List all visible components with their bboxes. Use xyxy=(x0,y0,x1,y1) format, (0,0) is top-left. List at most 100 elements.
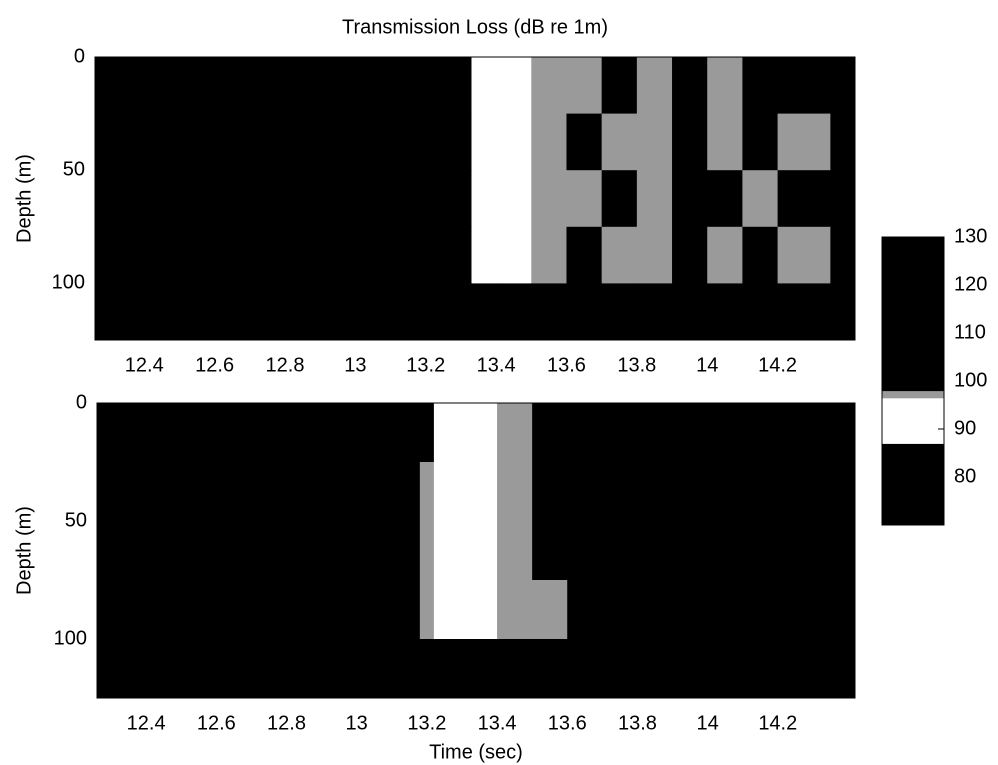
heatmap-cell xyxy=(433,521,463,581)
heatmap-cell xyxy=(830,113,856,171)
heatmap-cell xyxy=(777,57,831,115)
y-tick-label: 0 xyxy=(74,45,85,67)
y-tick-label: 0 xyxy=(76,391,87,413)
x-tick-label: 13 xyxy=(344,354,366,376)
x-tick-label: 12.4 xyxy=(125,354,164,376)
heatmap-cell xyxy=(531,283,567,341)
heatmap-cell xyxy=(636,113,673,171)
heatmap-cell xyxy=(567,521,856,581)
heatmap-cell xyxy=(419,403,435,463)
heatmap-cell xyxy=(496,170,532,228)
heatmap-cell xyxy=(707,57,743,115)
heatmap-cell xyxy=(566,283,603,341)
heatmap-cell xyxy=(567,462,856,522)
heatmap-cell xyxy=(707,170,743,228)
heatmap-cell xyxy=(497,521,533,581)
heatmap-cell xyxy=(532,639,568,699)
heatmap-cell xyxy=(742,283,779,341)
heatmap-cell xyxy=(672,170,708,228)
heatmap-cell xyxy=(777,113,831,171)
colorbar-tick-label: 90 xyxy=(954,417,976,439)
x-tick-label: 13.6 xyxy=(547,354,586,376)
heatmap-cell xyxy=(707,226,743,284)
heatmap-cell xyxy=(95,170,472,228)
heatmap-cell xyxy=(567,580,856,640)
colorbar-tick-label: 110 xyxy=(954,321,986,343)
heatmap-cell xyxy=(95,283,472,341)
heatmap-cell xyxy=(97,403,421,463)
colorbar-tick-label: 130 xyxy=(954,225,987,247)
heatmap-cell xyxy=(471,226,497,284)
heatmap-cell xyxy=(567,639,856,699)
heatmap-cell xyxy=(531,57,567,115)
heatmap-cell xyxy=(636,226,673,284)
heatmap-cell xyxy=(672,57,708,115)
heatmap-cell xyxy=(419,580,435,640)
heatmap-cell xyxy=(461,521,498,581)
x-axis-label: Time (sec) xyxy=(429,741,523,763)
heatmap-cell xyxy=(461,639,498,699)
y-tick-label: 100 xyxy=(54,627,87,649)
heatmap-cell xyxy=(742,113,779,171)
x-tick-label: 13.2 xyxy=(406,354,445,376)
colorbar-segment xyxy=(882,397,944,444)
x-tick-label: 13.4 xyxy=(477,354,516,376)
heatmap-cell xyxy=(532,403,568,463)
y-tick-label: 50 xyxy=(65,509,87,531)
y-axis-label: Depth (m) xyxy=(13,506,35,595)
heatmap-cell xyxy=(672,283,708,341)
heatmap-cell xyxy=(496,57,532,115)
heatmap-cell xyxy=(532,462,568,522)
heatmap-cell xyxy=(742,226,779,284)
heatmap-cell xyxy=(566,170,603,228)
heatmap-cell xyxy=(532,521,568,581)
heatmap-cell xyxy=(707,113,743,171)
heatmap-cell xyxy=(419,462,435,522)
x-tick-label: 14 xyxy=(696,712,718,734)
heatmap-cell xyxy=(601,226,638,284)
heatmap-cell xyxy=(97,580,421,640)
heatmap-cell xyxy=(830,283,856,341)
heatmap-cell xyxy=(566,226,603,284)
heatmap-cell xyxy=(471,170,497,228)
heatmap-cell xyxy=(471,57,497,115)
heatmap-cell xyxy=(672,226,708,284)
heatmap-cell xyxy=(497,403,533,463)
axes-frame xyxy=(96,402,856,699)
heatmap-cell xyxy=(672,113,708,171)
heatmap-cell xyxy=(636,283,673,341)
x-tick-label: 13.8 xyxy=(617,354,656,376)
heatmap-cell xyxy=(601,113,638,171)
x-tick-label: 14 xyxy=(696,354,718,376)
heatmap-cell xyxy=(496,283,532,341)
heatmap-cell xyxy=(471,283,497,341)
x-tick-label: 13.2 xyxy=(407,712,446,734)
heatmap-cell xyxy=(433,403,463,463)
colorbar-segment xyxy=(882,390,944,399)
colorbar-tick-label: 80 xyxy=(954,465,976,487)
heatmap-cell xyxy=(97,521,421,581)
heatmap-cell xyxy=(601,170,638,228)
y-tick-label: 100 xyxy=(52,272,85,294)
y-tick-label: 50 xyxy=(63,158,85,180)
heatmap-cell xyxy=(95,113,472,171)
colorbar-tick-label: 100 xyxy=(954,369,987,391)
heatmap-cell xyxy=(496,113,532,171)
colorbar-segment xyxy=(882,443,944,526)
heatmap-cell xyxy=(567,403,856,463)
heatmap-cell xyxy=(601,283,638,341)
y-axis-label: Depth (m) xyxy=(13,154,35,243)
heatmap-cell xyxy=(496,226,532,284)
heatmap-cell xyxy=(777,226,831,284)
x-tick-label: 13.4 xyxy=(478,712,517,734)
x-tick-label: 13 xyxy=(346,712,368,734)
heatmap-cell xyxy=(742,57,779,115)
heatmap-cell xyxy=(566,113,603,171)
heatmap-cell xyxy=(97,639,421,699)
heatmap-cell xyxy=(433,462,463,522)
heatmap-cell xyxy=(95,226,472,284)
chart-title: Transmission Loss (dB re 1m) xyxy=(342,16,608,38)
x-tick-label: 12.4 xyxy=(127,712,166,734)
heatmap-cell xyxy=(461,462,498,522)
